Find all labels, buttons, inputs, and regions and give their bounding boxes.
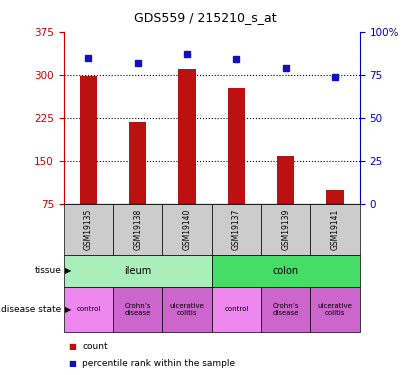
Text: GSM19140: GSM19140 xyxy=(182,209,192,251)
Text: percentile rank within the sample: percentile rank within the sample xyxy=(82,359,236,368)
Bar xyxy=(277,156,294,204)
Text: control: control xyxy=(76,306,101,312)
Text: GSM19139: GSM19139 xyxy=(281,209,290,251)
Bar xyxy=(326,190,344,204)
Text: GSM19137: GSM19137 xyxy=(232,209,241,251)
Bar xyxy=(178,69,196,204)
Text: Crohn’s
disease: Crohn’s disease xyxy=(125,303,151,316)
Text: control: control xyxy=(224,306,249,312)
Text: ▶: ▶ xyxy=(65,305,72,314)
Text: GSM19141: GSM19141 xyxy=(330,209,339,251)
Text: ■: ■ xyxy=(68,359,76,368)
Text: colon: colon xyxy=(272,266,299,276)
Text: ulcerative
colitis: ulcerative colitis xyxy=(170,303,204,316)
Bar xyxy=(228,88,245,204)
Text: count: count xyxy=(82,342,108,351)
Bar xyxy=(129,122,146,204)
Text: ■: ■ xyxy=(68,342,76,351)
Text: tissue: tissue xyxy=(35,266,62,275)
Bar xyxy=(80,76,97,204)
Text: ileum: ileum xyxy=(124,266,151,276)
Text: GSM19135: GSM19135 xyxy=(84,209,93,251)
Text: GDS559 / 215210_s_at: GDS559 / 215210_s_at xyxy=(134,11,277,24)
Text: disease state: disease state xyxy=(1,305,62,314)
Text: GSM19138: GSM19138 xyxy=(133,209,142,251)
Text: Crohn’s
disease: Crohn’s disease xyxy=(272,303,299,316)
Text: ▶: ▶ xyxy=(65,266,72,275)
Text: ulcerative
colitis: ulcerative colitis xyxy=(318,303,352,316)
